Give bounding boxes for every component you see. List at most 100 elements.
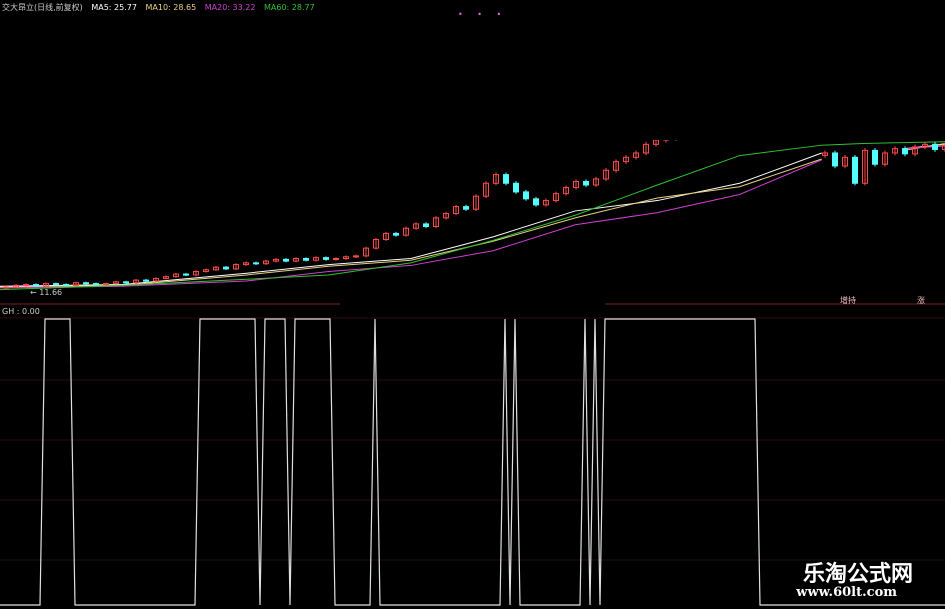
candle-down	[283, 258, 289, 262]
candle-down	[223, 266, 229, 270]
candle-up	[113, 281, 119, 285]
candle-up	[942, 144, 945, 151]
candle-up	[153, 277, 159, 282]
ma20-readout: MA20: 33.22	[204, 3, 256, 12]
candle-down	[303, 258, 309, 261]
ma-line-ma60	[0, 141, 945, 291]
candle-down	[872, 149, 878, 165]
candle-up	[493, 174, 499, 184]
candle-up	[403, 227, 409, 236]
candle-up	[473, 195, 479, 210]
candle-up	[103, 283, 109, 286]
stock-title: 交大昂立(日线,前复权)	[2, 3, 83, 12]
candle-up	[273, 258, 279, 262]
watermark-logo: 乐淘公式网	[802, 561, 913, 587]
candle-up	[694, 135, 699, 136]
candle-up	[882, 152, 888, 165]
candle-up	[243, 262, 249, 266]
candle-up	[892, 148, 898, 154]
candle-up	[643, 143, 649, 154]
candle-up	[293, 258, 299, 262]
candle-up	[313, 257, 319, 261]
candle-up	[353, 255, 359, 258]
ma60-readout: MA60: 28.77	[264, 3, 315, 12]
ma-line-ma10	[0, 142, 945, 288]
candle-up	[73, 282, 79, 286]
candle-down	[83, 282, 89, 285]
candle-up	[133, 279, 139, 284]
candle-up	[193, 270, 199, 276]
low-price-label: ← 11.66	[30, 288, 63, 297]
ma5-readout: MA5: 25.77	[91, 3, 137, 12]
candle-down	[33, 283, 39, 287]
candle-down	[932, 143, 938, 151]
candle-down	[503, 174, 509, 184]
candle-down	[393, 232, 399, 236]
candle-down	[832, 152, 838, 167]
candle-up	[842, 156, 848, 167]
candle-up	[563, 187, 569, 195]
event-tag[interactable]: 增持	[840, 296, 856, 305]
candle-up	[233, 264, 239, 270]
candle-up	[433, 217, 439, 228]
candle-up	[593, 178, 599, 186]
ma10-readout: MA10: 28.65	[145, 3, 197, 12]
candle-down	[533, 198, 539, 206]
chart-header: 交大昂立(日线,前复权) MA5: 25.77 MA10: 28.65 MA20…	[2, 2, 321, 13]
ma-line-ma20	[0, 145, 945, 289]
candle-up	[163, 276, 169, 279]
candle-down	[143, 279, 149, 282]
candle-down	[513, 182, 519, 193]
candle-up	[383, 232, 389, 240]
candle-down	[53, 283, 59, 286]
indicator-label: GH : 0.00	[2, 307, 40, 316]
candle-up	[343, 256, 349, 260]
gh-indicator-line	[0, 318, 945, 606]
candle-up	[3, 286, 9, 289]
candle-up	[922, 143, 928, 148]
candle-up	[213, 266, 219, 271]
marker-dots: • • •	[458, 10, 508, 19]
candle-up	[483, 182, 489, 197]
candle-down	[253, 262, 259, 265]
candle-up	[603, 169, 609, 180]
candle-down	[902, 148, 908, 155]
candle-up	[263, 260, 269, 265]
candle-up	[453, 206, 459, 215]
candle-up	[413, 223, 419, 229]
candle-up	[173, 273, 179, 278]
candle-up	[653, 140, 659, 145]
candle-up	[663, 140, 669, 141]
candle-up	[573, 181, 579, 189]
candle-down	[583, 181, 589, 186]
candle-up	[684, 136, 689, 137]
candle-up	[613, 161, 619, 171]
candle-up	[822, 152, 828, 156]
candle-up	[43, 283, 49, 287]
candle-down	[123, 281, 129, 284]
candle-up	[333, 258, 339, 261]
candle-down	[183, 273, 189, 276]
candle-up	[553, 193, 559, 202]
candle-down	[323, 257, 329, 260]
candle-down	[63, 283, 69, 286]
candle-up	[543, 200, 549, 206]
candle-down	[523, 191, 529, 200]
candle-down	[93, 283, 99, 286]
candle-down	[852, 156, 858, 184]
candle-up	[23, 283, 29, 286]
candle-up	[203, 269, 209, 272]
candle-down	[463, 206, 469, 210]
candle-up	[862, 149, 868, 184]
candle-up	[674, 137, 679, 139]
candle-up	[13, 284, 19, 288]
event-tag[interactable]: 涨	[917, 296, 925, 305]
candle-up	[623, 156, 629, 163]
candle-up	[373, 238, 379, 249]
candle-up	[363, 247, 369, 257]
candle-up	[633, 152, 639, 158]
candle-up	[443, 213, 449, 219]
candle-up	[912, 146, 918, 155]
